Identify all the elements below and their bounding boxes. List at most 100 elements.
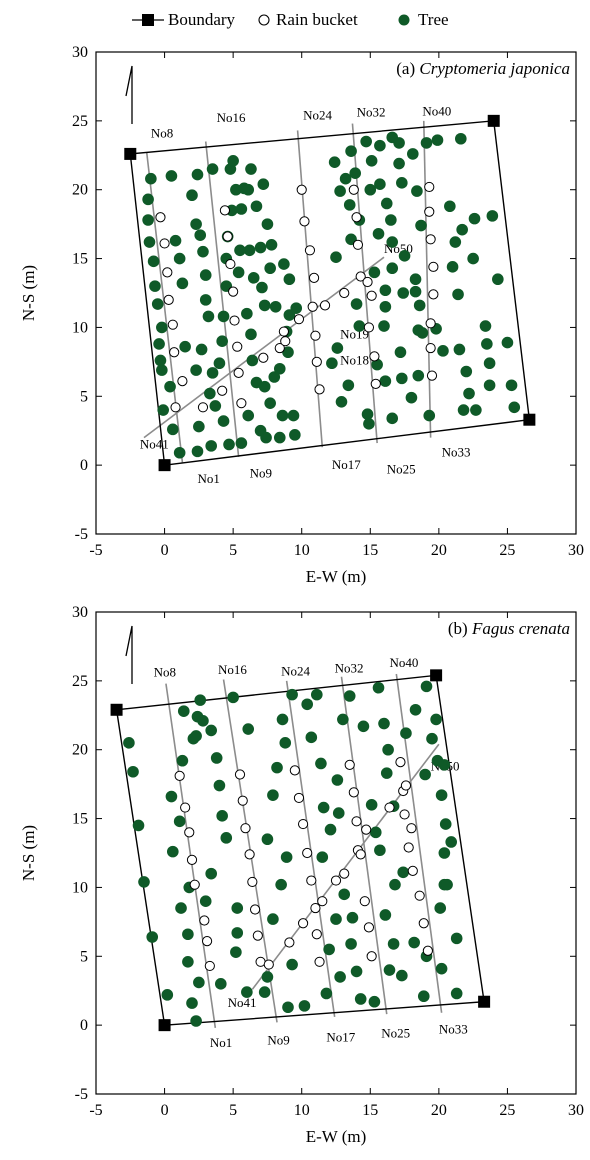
x-tick-label: 5 xyxy=(229,542,237,559)
tree-point xyxy=(301,698,314,711)
rain-bucket-point xyxy=(225,258,236,270)
tree-point xyxy=(169,234,182,247)
tree-point xyxy=(385,214,397,226)
rain-bucket-point xyxy=(406,823,417,834)
tree-point xyxy=(393,157,405,170)
tree-point xyxy=(286,958,298,971)
rain-bucket-point xyxy=(424,181,435,193)
legend-rain-bucket-label: Rain bucket xyxy=(276,10,358,29)
tree-point xyxy=(350,298,363,310)
y-tick-label: 0 xyxy=(80,1017,88,1034)
tree-point xyxy=(346,911,359,924)
boundary-corner-marker xyxy=(523,413,536,426)
rain-bucket-point xyxy=(222,231,233,242)
tree-point xyxy=(223,438,235,451)
tree-point xyxy=(265,239,278,251)
tree-point xyxy=(241,307,253,320)
tree-point xyxy=(209,400,222,412)
x-tick-label: 30 xyxy=(568,1102,584,1119)
rain-bucket-point xyxy=(339,868,350,879)
transect-label: No9 xyxy=(267,1032,289,1047)
y-tick-label: 0 xyxy=(80,457,88,474)
tree-point xyxy=(444,200,456,213)
tree-point xyxy=(419,768,431,781)
tree-point xyxy=(305,731,318,744)
tree-point xyxy=(217,415,230,427)
tree-point xyxy=(317,801,330,814)
transect-line-no41 xyxy=(143,256,385,439)
rain-bucket-point xyxy=(363,922,375,933)
y-tick-label: 20 xyxy=(72,742,88,759)
rain-bucket-point xyxy=(370,378,381,389)
boundary-marker-swatch xyxy=(142,14,154,26)
tree-point xyxy=(396,177,408,189)
tree-point xyxy=(165,170,178,182)
tree-point xyxy=(199,294,212,306)
tree-point xyxy=(468,212,481,225)
tree-point xyxy=(242,409,255,422)
rain-bucket-point xyxy=(319,300,331,311)
tree-point xyxy=(374,139,386,152)
tree-point xyxy=(345,145,357,157)
tree-point xyxy=(142,193,154,206)
transect-label: No33 xyxy=(439,1021,468,1036)
tree-point xyxy=(332,807,345,819)
y-tick-label: 30 xyxy=(72,44,88,61)
tree-point xyxy=(320,987,333,1000)
transect-label: No40 xyxy=(422,103,451,118)
tree-point xyxy=(190,364,202,376)
rain-bucket-point xyxy=(237,795,248,806)
tree-point xyxy=(197,245,209,258)
tree-point xyxy=(405,391,418,404)
tree-point xyxy=(123,737,135,749)
tree-point xyxy=(342,379,355,392)
rain-bucket-point xyxy=(307,301,318,312)
transect-label: No8 xyxy=(151,125,173,140)
y-tick-label: 15 xyxy=(72,811,88,828)
tree-point xyxy=(258,299,271,312)
tree-point xyxy=(368,995,381,1008)
tree-point xyxy=(256,281,268,294)
panel-title-species: Fagus crenata xyxy=(471,619,570,638)
rain-bucket-point xyxy=(355,849,366,860)
tree-point xyxy=(334,971,346,983)
tree-point xyxy=(386,236,399,248)
tree-point xyxy=(165,790,178,803)
tree-point xyxy=(378,717,390,730)
tree-point xyxy=(330,251,342,263)
tree-point xyxy=(190,730,202,742)
rain-bucket-point xyxy=(189,879,200,890)
tree-point xyxy=(227,154,239,167)
tree-point xyxy=(353,320,366,332)
tree-point xyxy=(426,732,438,745)
tree-point xyxy=(190,218,202,230)
tree-point xyxy=(143,236,156,248)
y-tick-label: -5 xyxy=(75,526,88,543)
tree-point xyxy=(438,847,451,859)
rain-bucket-point xyxy=(339,287,350,299)
tree-point xyxy=(324,823,337,836)
rain-bucket-point xyxy=(428,261,439,272)
tree-point xyxy=(501,336,514,349)
rain-bucket-point xyxy=(403,842,414,853)
tree-point xyxy=(349,167,362,179)
rain-bucket-point xyxy=(177,376,188,387)
rain-bucket-point xyxy=(400,780,412,791)
tree-point xyxy=(220,832,233,844)
rain-bucket-point xyxy=(162,267,173,278)
y-tick-label: -5 xyxy=(75,1086,88,1103)
y-tick-label: 5 xyxy=(80,948,88,965)
rain-bucket-point xyxy=(219,205,231,216)
tree-point xyxy=(268,371,281,383)
tree-point xyxy=(330,913,342,925)
transect-label: No32 xyxy=(357,105,386,120)
plot-frame xyxy=(95,51,577,535)
rain-bucket-point xyxy=(274,342,285,354)
rain-bucket-point xyxy=(314,956,325,967)
tree-point xyxy=(173,815,186,828)
tree-point xyxy=(396,372,408,385)
transect-label: No41 xyxy=(228,995,257,1010)
tree-point xyxy=(354,993,367,1005)
tree-point xyxy=(409,273,422,286)
rain-bucket-point xyxy=(425,234,436,245)
